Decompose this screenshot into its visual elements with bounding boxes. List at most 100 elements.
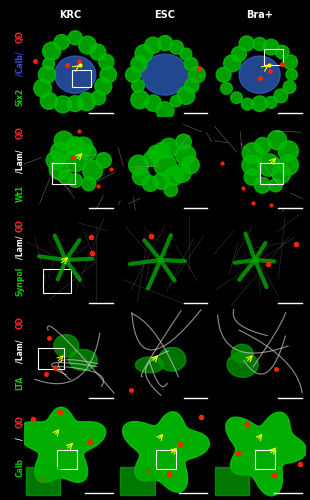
- Circle shape: [132, 80, 144, 92]
- Circle shape: [263, 39, 279, 55]
- Circle shape: [170, 40, 183, 54]
- Circle shape: [100, 66, 117, 83]
- Polygon shape: [158, 348, 186, 371]
- Circle shape: [272, 164, 291, 183]
- Text: ESC: ESC: [155, 10, 175, 20]
- Circle shape: [255, 178, 270, 193]
- Circle shape: [131, 90, 149, 109]
- Circle shape: [164, 183, 178, 196]
- Circle shape: [283, 55, 298, 69]
- Circle shape: [144, 151, 159, 166]
- Circle shape: [216, 67, 231, 82]
- Circle shape: [135, 44, 153, 62]
- Circle shape: [51, 142, 70, 162]
- Circle shape: [241, 98, 253, 110]
- Circle shape: [99, 54, 114, 70]
- Circle shape: [82, 176, 96, 190]
- Polygon shape: [231, 344, 253, 363]
- Circle shape: [182, 156, 199, 174]
- Circle shape: [54, 131, 73, 150]
- Circle shape: [224, 55, 241, 72]
- Text: /Lam/: /Lam/: [16, 339, 25, 362]
- Polygon shape: [227, 352, 258, 378]
- Circle shape: [153, 173, 170, 190]
- Circle shape: [90, 44, 106, 60]
- Circle shape: [145, 95, 162, 112]
- Bar: [156, 450, 176, 468]
- Circle shape: [239, 36, 254, 51]
- Circle shape: [244, 169, 260, 185]
- Circle shape: [231, 92, 242, 104]
- Text: QD: QD: [16, 316, 25, 329]
- Circle shape: [91, 90, 106, 105]
- Circle shape: [286, 69, 297, 80]
- Polygon shape: [120, 468, 154, 495]
- Text: QD: QD: [16, 220, 25, 232]
- Circle shape: [66, 137, 84, 154]
- Circle shape: [170, 96, 182, 107]
- Circle shape: [283, 80, 296, 94]
- Circle shape: [78, 36, 96, 54]
- Circle shape: [258, 154, 280, 176]
- Circle shape: [81, 145, 96, 160]
- Circle shape: [43, 58, 55, 70]
- Text: QD: QD: [16, 414, 25, 428]
- Circle shape: [268, 130, 287, 150]
- Polygon shape: [142, 54, 188, 95]
- Polygon shape: [135, 357, 164, 373]
- Circle shape: [185, 78, 199, 93]
- Circle shape: [232, 46, 246, 62]
- Circle shape: [265, 96, 277, 108]
- Circle shape: [96, 152, 111, 168]
- Circle shape: [131, 56, 147, 72]
- Circle shape: [184, 58, 198, 70]
- Circle shape: [177, 86, 195, 104]
- Circle shape: [160, 138, 179, 157]
- Polygon shape: [54, 334, 79, 357]
- Circle shape: [274, 89, 288, 102]
- Circle shape: [156, 102, 174, 120]
- Circle shape: [132, 168, 150, 185]
- Circle shape: [129, 155, 148, 175]
- Text: /: /: [16, 437, 25, 440]
- Circle shape: [275, 46, 289, 59]
- Polygon shape: [239, 56, 280, 93]
- Circle shape: [255, 138, 271, 154]
- Text: /Calb/: /Calb/: [16, 51, 25, 76]
- Text: Calb: Calb: [16, 458, 25, 477]
- Circle shape: [157, 36, 173, 51]
- Circle shape: [221, 82, 232, 94]
- Circle shape: [175, 145, 196, 165]
- Circle shape: [165, 167, 184, 186]
- Circle shape: [252, 96, 268, 112]
- Text: QD: QD: [16, 126, 25, 139]
- Circle shape: [34, 80, 51, 97]
- Text: LTA: LTA: [16, 376, 25, 390]
- Circle shape: [77, 92, 95, 111]
- Polygon shape: [26, 468, 60, 495]
- Circle shape: [82, 160, 103, 180]
- Polygon shape: [69, 350, 97, 370]
- Circle shape: [68, 31, 82, 45]
- Polygon shape: [17, 407, 106, 482]
- Bar: [38, 348, 64, 369]
- Circle shape: [142, 176, 158, 192]
- Text: Wt1: Wt1: [16, 184, 25, 202]
- Text: /Lam/: /Lam/: [16, 149, 25, 172]
- Text: Six2: Six2: [16, 88, 25, 106]
- Circle shape: [67, 96, 83, 112]
- Circle shape: [68, 174, 82, 188]
- Text: QD: QD: [16, 30, 25, 43]
- Circle shape: [59, 170, 73, 184]
- Circle shape: [126, 67, 141, 82]
- Circle shape: [173, 164, 191, 182]
- Text: /Lam/: /Lam/: [16, 236, 25, 260]
- Circle shape: [242, 155, 262, 175]
- Text: KRC: KRC: [60, 10, 82, 20]
- Circle shape: [54, 96, 71, 113]
- Circle shape: [38, 66, 56, 84]
- Bar: [52, 163, 75, 184]
- Circle shape: [46, 151, 65, 170]
- Circle shape: [189, 66, 205, 83]
- Polygon shape: [55, 56, 96, 93]
